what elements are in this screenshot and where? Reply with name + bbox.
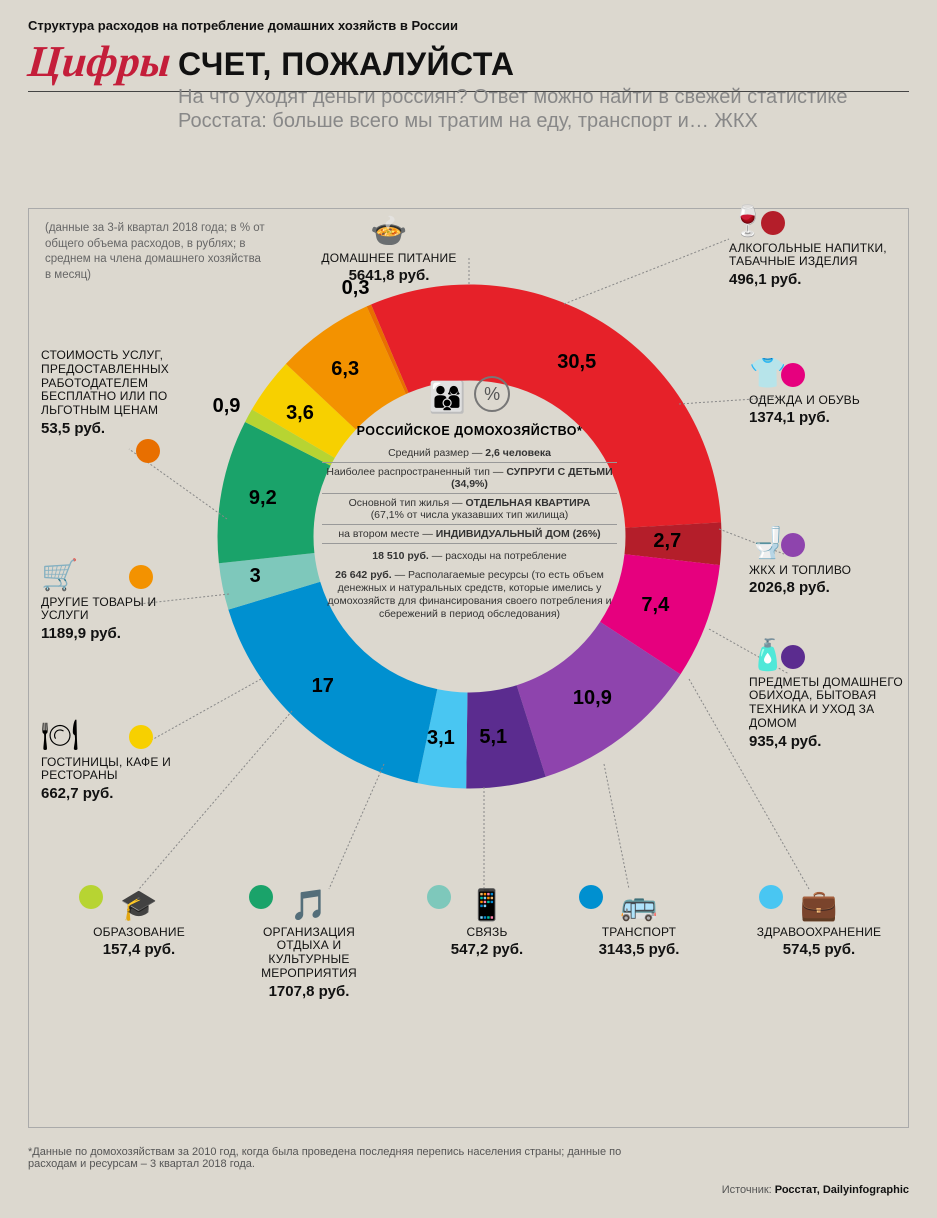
cat-value: 53,5 руб. xyxy=(41,420,201,437)
pct-health: 3,1 xyxy=(427,727,455,750)
food-icon: 🍲 xyxy=(319,215,459,250)
center-row: на втором месте — ИНДИВИДУАЛЬНЫЙ ДОМ (26… xyxy=(322,525,617,544)
footnote: *Данные по домохозяйствам за 2010 год, к… xyxy=(28,1146,628,1170)
cat-utilities: 🚽 ЖКХ И ТОПЛИВО2026,8 руб. xyxy=(749,527,909,597)
percent-icon: % xyxy=(474,376,510,412)
center-panel: 👨‍👩‍👦% РОССИЙСКОЕ ДОМОХОЗЯЙСТВО* Средний… xyxy=(312,376,627,696)
hotels-icon: 🍽 xyxy=(41,719,201,754)
cat-food: 🍲 ДОМАШНЕЕ ПИТАНИЕ5641,8 руб. xyxy=(319,215,459,285)
pct-hotels: 3,6 xyxy=(286,402,314,425)
cat-label: ТРАНСПОРТ xyxy=(569,926,709,940)
cat-value: 2026,8 руб. xyxy=(749,579,909,596)
center-finance: 26 642 руб. — Располагаемые ресурсы (то … xyxy=(326,569,613,622)
cat-label: ЖКХ И ТОПЛИВО xyxy=(749,564,909,578)
cat-alcohol: 🍷АЛКОГОЛЬНЫЕ НАПИТКИ, ТАБАЧНЫЕ ИЗДЕЛИЯ49… xyxy=(729,205,889,288)
center-row: Средний размер — 2,6 человека xyxy=(322,444,617,463)
cat-label: АЛКОГОЛЬНЫЕ НАПИТКИ, ТАБАЧНЫЕ ИЗДЕЛИЯ xyxy=(729,242,889,270)
cat-value: 574,5 руб. xyxy=(749,941,889,958)
section-brand: Цифры xyxy=(26,36,911,87)
cat-label: ОРГАНИЗАЦИЯ ОТДЫХА И КУЛЬТУРНЫЕ МЕРОПРИЯ… xyxy=(239,926,379,981)
cat-other: 🛒ДРУГИЕ ТОВАРЫ И УСЛУГИ1189,9 руб. xyxy=(41,559,201,642)
cat-value: 1189,9 руб. xyxy=(41,625,201,642)
dot-hotels xyxy=(129,725,153,749)
dot-leisure xyxy=(249,885,273,909)
cat-value: 3143,5 руб. xyxy=(569,941,709,958)
chart-frame: (данные за 3-й квартал 2018 года; в % от… xyxy=(28,208,909,1128)
pct-education: 0,9 xyxy=(213,395,241,418)
cat-label: СВЯЗЬ xyxy=(417,926,557,940)
center-row: Наиболее распространенный тип — СУПРУГИ … xyxy=(322,463,617,494)
dot-utilities xyxy=(781,533,805,557)
alcohol-icon: 🍷 xyxy=(729,205,889,240)
clothes-icon: 👕 xyxy=(749,357,909,392)
cat-value: 935,4 руб. xyxy=(749,733,909,750)
pct-household: 5,1 xyxy=(479,726,507,749)
utilities-icon: 🚽 xyxy=(749,527,909,562)
family-icon: 👨‍👩‍👦 xyxy=(429,382,464,415)
cat-label: ОДЕЖДА И ОБУВЬ xyxy=(749,394,909,408)
cat-label: ДРУГИЕ ТОВАРЫ И УСЛУГИ xyxy=(41,596,201,624)
pct-alcohol: 2,7 xyxy=(653,530,681,553)
center-row: Основной тип жилья — ОТДЕЛЬНАЯ КВАРТИРА(… xyxy=(322,494,617,525)
pct-clothes: 7,4 xyxy=(641,594,669,617)
dot-other xyxy=(129,565,153,589)
lede: На что уходят деньги россиян? Ответ можн… xyxy=(178,85,898,133)
pct-comms: 3 xyxy=(250,565,261,588)
cat-hotels: 🍽ГОСТИНИЦЫ, КАФЕ И РЕСТОРАНЫ662,7 руб. xyxy=(41,719,201,802)
cat-label: ПРЕДМЕТЫ ДОМАШНЕГО ОБИХОДА, БЫТОВАЯ ТЕХН… xyxy=(749,676,909,731)
dot-transport xyxy=(579,885,603,909)
other-icon: 🛒 xyxy=(41,559,201,594)
cat-label: ЗДРАВООХРАНЕНИЕ xyxy=(749,926,889,940)
household-icon: 🧴 xyxy=(749,639,909,674)
cat-label: ГОСТИНИЦЫ, КАФЕ И РЕСТОРАНЫ xyxy=(41,756,201,784)
pct-leisure: 9,2 xyxy=(249,487,277,510)
cat-label: ДОМАШНЕЕ ПИТАНИЕ xyxy=(319,252,459,266)
cat-value: 1707,8 руб. xyxy=(239,983,379,1000)
cat-clothes: 👕 ОДЕЖДА И ОБУВЬ1374,1 руб. xyxy=(749,357,909,427)
dot-clothes xyxy=(781,363,805,387)
cat-value: 157,4 руб. xyxy=(69,941,209,958)
dot-comms xyxy=(427,885,451,909)
dot-health xyxy=(759,885,783,909)
cat-value: 5641,8 руб. xyxy=(319,267,459,284)
cat-label: ОБРАЗОВАНИЕ xyxy=(69,926,209,940)
center-header: РОССИЙСКОЕ ДОМОХОЗЯЙСТВО* xyxy=(312,424,627,438)
source: Источник: Росстат, Dailyinfographic xyxy=(722,1184,909,1196)
dot-household xyxy=(781,645,805,669)
center-finance: 18 510 руб. — расходы на потребление xyxy=(326,550,613,563)
cat-value: 662,7 руб. xyxy=(41,785,201,802)
pct-food: 30,5 xyxy=(557,351,596,374)
dot-alcohol xyxy=(761,211,785,235)
dot-employer xyxy=(136,439,160,463)
dot-education xyxy=(79,885,103,909)
cat-value: 496,1 руб. xyxy=(729,271,889,288)
cat-household: 🧴ПРЕДМЕТЫ ДОМАШНЕГО ОБИХОДА, БЫТОВАЯ ТЕХ… xyxy=(749,639,909,750)
cat-employer: СТОИМОСТЬ УСЛУГ, ПРЕДОСТАВЛЕННЫХ РАБОТОД… xyxy=(41,349,201,437)
cat-value: 1374,1 руб. xyxy=(749,409,909,426)
cat-label: СТОИМОСТЬ УСЛУГ, ПРЕДОСТАВЛЕННЫХ РАБОТОД… xyxy=(41,349,201,418)
cat-value: 547,2 руб. xyxy=(417,941,557,958)
context-note: (данные за 3-й квартал 2018 года; в % от… xyxy=(45,221,265,283)
